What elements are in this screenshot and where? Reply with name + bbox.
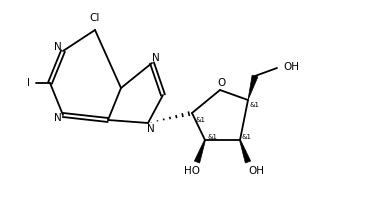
Text: N: N (152, 53, 160, 63)
Text: HO: HO (184, 166, 200, 176)
Polygon shape (239, 140, 251, 163)
Polygon shape (195, 140, 205, 163)
Text: N: N (54, 42, 62, 52)
Text: I: I (27, 78, 31, 88)
Text: OH: OH (283, 62, 299, 72)
Text: N: N (54, 113, 62, 123)
Text: &1: &1 (250, 102, 260, 108)
Text: N: N (147, 124, 155, 134)
Polygon shape (248, 75, 258, 100)
Text: O: O (218, 78, 226, 88)
Text: &1: &1 (207, 134, 217, 140)
Text: OH: OH (248, 166, 264, 176)
Text: &1: &1 (242, 134, 252, 140)
Text: Cl: Cl (90, 13, 100, 23)
Text: &1: &1 (195, 117, 205, 123)
